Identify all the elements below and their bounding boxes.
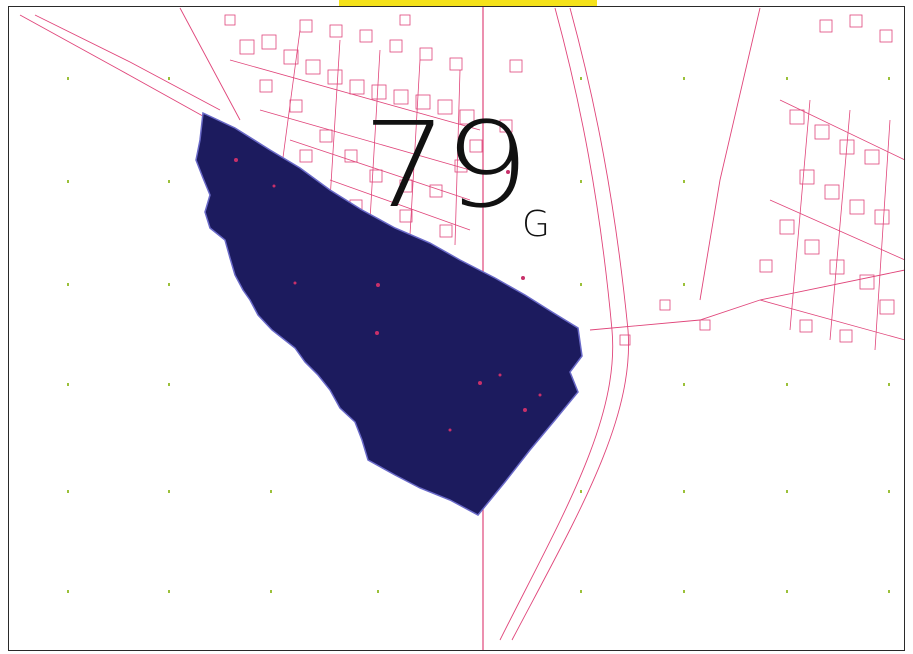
zone-number-label: 79 (362, 96, 530, 234)
grid-markers (67, 77, 890, 593)
header-banner (339, 0, 597, 6)
zone-letter-label: G (522, 204, 550, 245)
parcel-markers (234, 158, 542, 432)
road-lines (19, 7, 906, 641)
zoned-parcel-79g (195, 111, 583, 516)
settlement-parcels-north (224, 14, 523, 246)
settlement-parcels-east (619, 14, 906, 351)
